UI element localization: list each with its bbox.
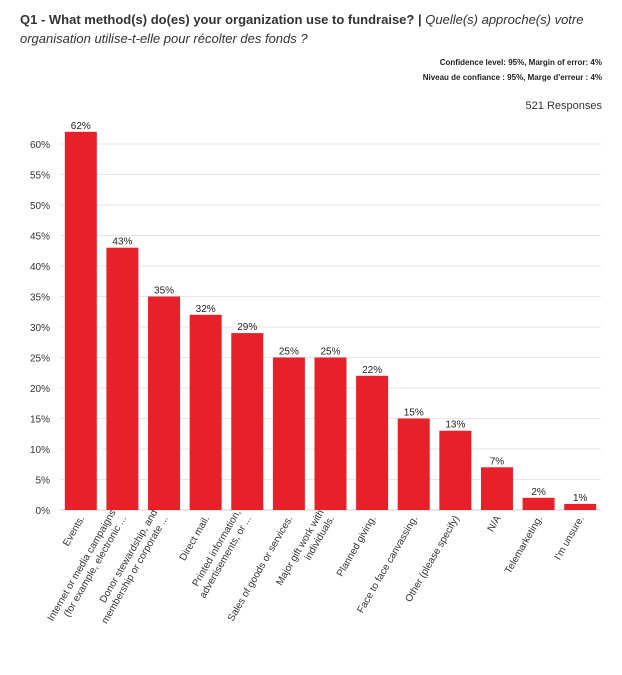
- x-tick-label-line: Telemarketing.: [503, 514, 545, 576]
- x-tick-label: Planned giving.: [335, 514, 379, 579]
- y-tick-label: 5%: [36, 476, 51, 487]
- data-label: 35%: [154, 286, 174, 297]
- y-tick-label: 10%: [30, 445, 50, 456]
- data-label: 15%: [404, 408, 424, 419]
- y-tick-label: 45%: [30, 232, 50, 243]
- x-tick-label-line: I'm unsure.: [553, 514, 587, 562]
- title-french: Quelle(s) approche(s) votre organisation…: [20, 12, 584, 46]
- x-tick-label: N/A: [486, 514, 504, 534]
- response-count: 521 Responses: [525, 100, 602, 112]
- title-english: Q1 - What method(s) do(es) your organiza…: [20, 12, 415, 27]
- data-label: 25%: [320, 347, 340, 358]
- x-tick-label-line: Planned giving.: [335, 514, 379, 579]
- x-tick-label: I'm unsure.: [553, 514, 587, 562]
- bar: [397, 418, 430, 510]
- confidence-note-french: Niveau de confiance : 95%, Marge d'erreu…: [422, 73, 602, 82]
- x-tick-label: Events.: [61, 514, 87, 548]
- y-tick-label: 0%: [36, 506, 51, 517]
- data-label: 2%: [531, 487, 546, 498]
- bar: [522, 497, 555, 510]
- y-tick-label: 15%: [30, 415, 50, 426]
- y-tick-label: 55%: [30, 171, 50, 182]
- bar: [106, 247, 139, 510]
- y-tick-label: 50%: [30, 201, 50, 212]
- data-label: 7%: [490, 456, 505, 467]
- y-tick-label: 30%: [30, 323, 50, 334]
- bar: [564, 503, 597, 510]
- data-label: 29%: [237, 322, 257, 333]
- bar: [314, 357, 347, 510]
- data-label: 32%: [196, 304, 216, 315]
- bar: [272, 357, 305, 510]
- bar: [231, 333, 264, 510]
- data-label: 62%: [71, 121, 91, 132]
- data-label: 1%: [573, 493, 588, 504]
- bar: [356, 375, 389, 510]
- bar: [148, 296, 181, 510]
- y-tick-label: 20%: [30, 384, 50, 395]
- y-tick-label: 60%: [30, 140, 50, 151]
- confidence-note-english: Confidence level: 95%, Margin of error: …: [439, 58, 602, 67]
- bar: [64, 131, 97, 511]
- bar: [480, 467, 513, 510]
- title-separator: |: [417, 12, 422, 27]
- x-tick-label-line: Events.: [61, 514, 87, 548]
- data-label: 43%: [112, 237, 132, 248]
- x-tick-label-line: N/A: [486, 514, 504, 534]
- chart-title: Q1 - What method(s) do(es) your organiza…: [20, 10, 605, 48]
- data-label: 13%: [445, 420, 465, 431]
- y-tick-label: 25%: [30, 354, 50, 365]
- data-label: 22%: [362, 365, 382, 376]
- bar: [439, 430, 472, 510]
- bar: [189, 314, 222, 510]
- y-tick-label: 35%: [30, 293, 50, 304]
- data-label: 25%: [279, 347, 299, 358]
- y-tick-label: 40%: [30, 262, 50, 273]
- x-tick-label: Telemarketing.: [503, 514, 545, 576]
